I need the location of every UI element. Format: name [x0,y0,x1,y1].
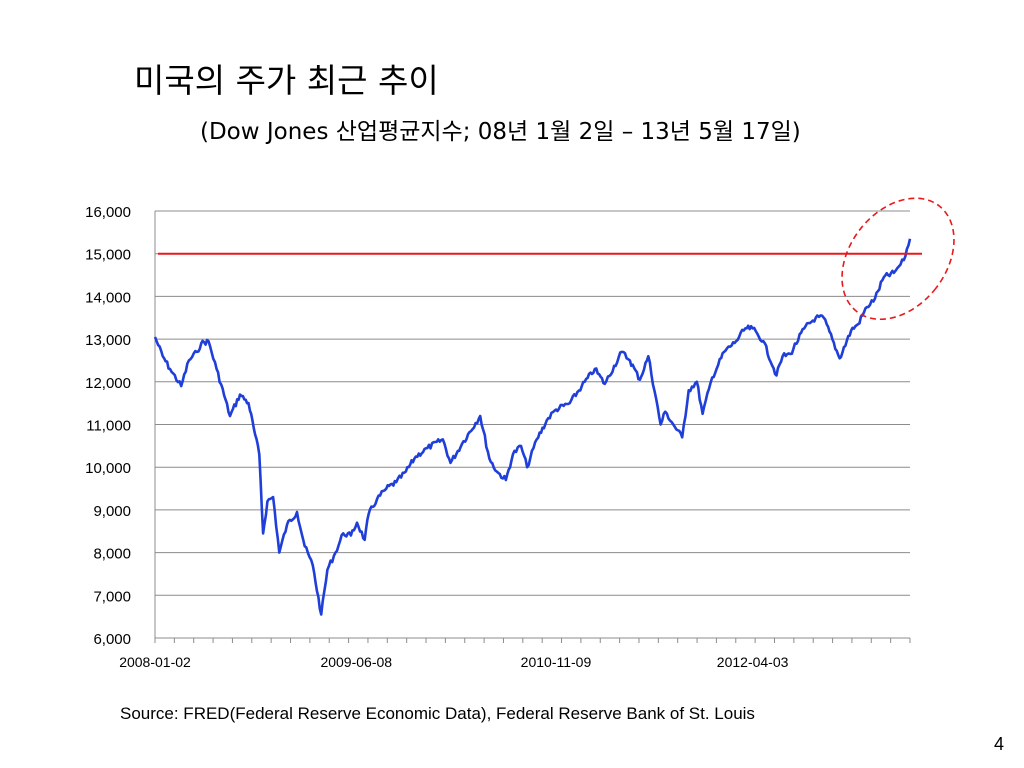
chart-x-axis: 2008-01-02 2009-06-08 2010-11-09 2012-04-03 [119,637,911,670]
source-note: Source: FRED(Federal Reserve Economic Da… [120,704,755,723]
y-tick-label: 6,000 [93,631,131,648]
x-tick-label: 2010-11-09 [521,654,592,670]
y-tick-label: 11,000 [86,418,131,435]
y-tick-label: 13,000 [85,332,131,349]
slide-title: 미국의 주가 최근 추이 [134,61,439,100]
dow-jones-series-line [153,238,912,616]
y-tick-label: 8,000 [93,546,131,563]
y-tick-label: 12,000 [85,375,131,392]
y-tick-label: 10,000 [85,460,131,477]
y-tick-label: 16,000 [85,204,131,221]
x-tick-label: 2008-01-02 [119,654,191,670]
chart-series [153,238,912,616]
x-tick-label: 2009-06-08 [320,654,392,670]
highlight-ellipse [841,197,955,321]
x-tick-label: 2012-04-03 [717,654,789,670]
y-tick-label: 9,000 [93,503,131,520]
chart-annotations [158,197,955,321]
page-number: 4 [994,734,1005,754]
y-tick-label: 15,000 [85,247,131,264]
y-tick-label: 14,000 [85,289,131,306]
chart-gridlines [155,210,910,639]
chart-y-axis: 6,000 7,000 8,000 9,000 10,000 11,000 12,000 13… [85,204,156,648]
y-tick-label: 7,000 [93,588,131,605]
slide-subtitle: (Dow Jones 산업평균지수; 08년 1월 2일 – 13년 5월 17… [200,119,801,145]
